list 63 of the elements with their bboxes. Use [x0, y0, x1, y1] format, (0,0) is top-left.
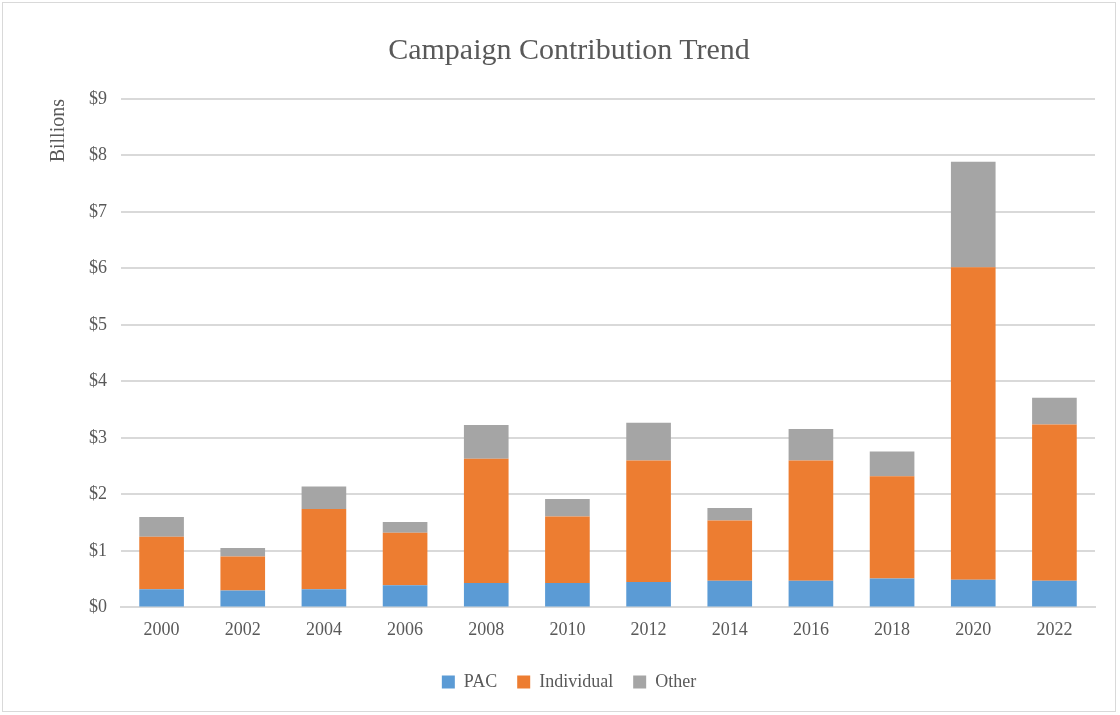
bar	[301, 589, 347, 607]
bar	[788, 460, 834, 581]
y-tick-label: $4	[89, 370, 107, 391]
bar	[950, 267, 996, 580]
x-tick-label: 2012	[630, 618, 667, 639]
legend-label: PAC	[463, 670, 498, 691]
y-tick-label: $1	[89, 539, 107, 560]
bar	[220, 556, 266, 591]
bar	[139, 589, 184, 607]
legend-label: Individual	[539, 670, 614, 691]
bar	[463, 583, 509, 607]
bar	[301, 486, 347, 510]
bar	[707, 507, 753, 521]
y-tick-label: $2	[89, 483, 107, 504]
x-tick-label: 2022	[1036, 618, 1073, 639]
x-tick-label: 2004	[305, 618, 342, 639]
bar	[1032, 424, 1077, 581]
x-tick-label: 2016	[792, 618, 829, 639]
bar	[1032, 580, 1077, 607]
x-tick-label: 2002	[224, 618, 261, 639]
bar	[545, 583, 590, 607]
y-tick-label: $6	[89, 257, 107, 278]
bar	[626, 581, 671, 607]
y-tick-label: $3	[89, 426, 107, 447]
bar	[139, 517, 184, 537]
y-tick-label: $8	[89, 144, 107, 165]
bar	[788, 580, 834, 607]
x-tick-label: 2008	[468, 618, 505, 639]
bar	[382, 585, 428, 607]
bar	[950, 579, 996, 607]
y-tick-label: $7	[89, 200, 107, 221]
x-tick-label: 2006	[387, 618, 424, 639]
bar	[382, 522, 428, 533]
bar	[626, 460, 671, 582]
x-tick-label: 2020	[955, 618, 992, 639]
bar	[139, 536, 184, 590]
bar	[707, 520, 753, 581]
x-tick-label: 2014	[711, 618, 748, 639]
bar	[545, 516, 590, 584]
x-tick-label: 2000	[143, 618, 180, 639]
bar	[788, 428, 834, 461]
y-tick-label: $5	[89, 313, 107, 334]
bar	[545, 498, 590, 517]
bar	[1032, 397, 1077, 425]
bar	[869, 476, 915, 579]
bar	[220, 548, 266, 557]
bar	[463, 424, 509, 459]
bar	[382, 532, 428, 586]
legend-label: Other	[655, 670, 697, 691]
bar	[869, 451, 915, 477]
bar	[950, 161, 996, 268]
bar	[220, 590, 266, 607]
chart-title: Campaign Contribution Trend	[388, 31, 750, 65]
bar	[869, 578, 915, 607]
bar	[707, 580, 753, 607]
y-tick-label: $9	[89, 87, 107, 108]
x-tick-label: 2018	[874, 618, 911, 639]
bar	[301, 509, 347, 590]
bar	[463, 458, 509, 584]
bar	[626, 422, 671, 461]
x-tick-label: 2010	[549, 618, 586, 639]
y-tick-label: $0	[89, 596, 107, 617]
y-axis-title: Billions	[46, 98, 69, 163]
